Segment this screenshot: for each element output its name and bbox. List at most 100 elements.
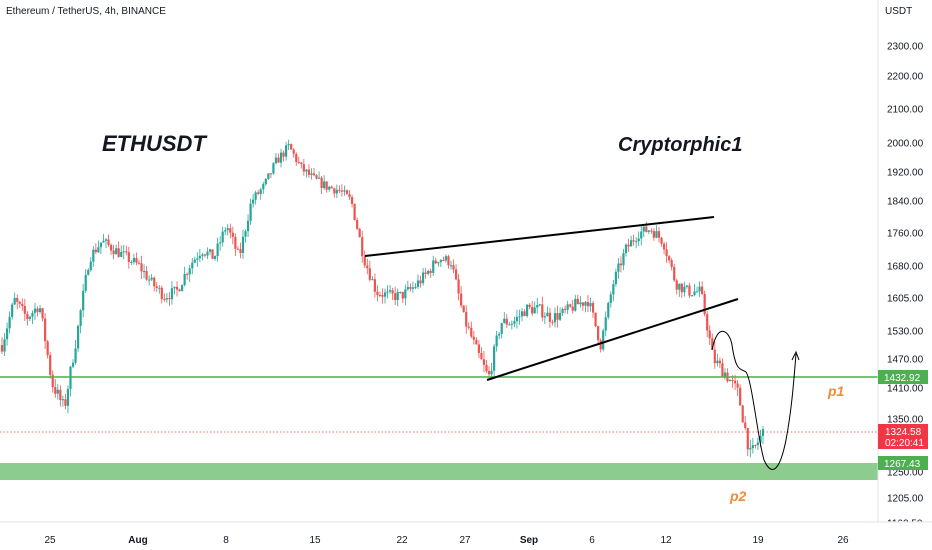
- candle-body: [5, 328, 9, 340]
- chart-title: ETHUSDT: [102, 131, 207, 156]
- current-price-tag: [878, 424, 928, 449]
- candle-body: [241, 236, 245, 254]
- price-tick-label: 1205.00: [887, 494, 924, 505]
- candle-body: [754, 445, 757, 447]
- time-tick-label: 25: [44, 535, 56, 546]
- candle-body: [553, 313, 557, 323]
- candle-body: [71, 362, 75, 367]
- candle-body: [635, 241, 638, 243]
- candle-body: [690, 295, 694, 297]
- candle-body: [79, 310, 82, 326]
- candle-body: [312, 173, 316, 176]
- candle-body: [381, 295, 384, 297]
- candle-body: [449, 265, 453, 267]
- price-tick-label: 1410.00: [887, 384, 924, 395]
- candle-body: [279, 152, 283, 163]
- candle-body: [525, 304, 529, 317]
- candle-body: [591, 303, 595, 313]
- candle-body: [153, 277, 156, 287]
- candle-body: [350, 197, 354, 204]
- candle-body: [142, 271, 146, 273]
- candle-body: [348, 194, 351, 198]
- candle-body: [467, 326, 470, 328]
- candle-body: [168, 298, 171, 300]
- candle-body: [338, 189, 341, 191]
- candle-body: [328, 186, 331, 190]
- candle-body: [637, 238, 640, 242]
- candle-body: [490, 370, 493, 375]
- time-axis-panel[interactable]: [0, 522, 932, 550]
- candle-body: [371, 279, 374, 281]
- candle-body: [404, 289, 407, 299]
- candle-body: [345, 190, 349, 195]
- candle-body: [571, 306, 574, 311]
- candle-body: [662, 243, 666, 250]
- candle-body: [104, 239, 108, 241]
- candle-body: [383, 292, 387, 297]
- upper-trendline-left: [364, 216, 715, 257]
- candle-body: [64, 399, 67, 406]
- candle-body: [389, 290, 392, 292]
- candle-body: [629, 240, 633, 247]
- candle-body: [120, 251, 123, 257]
- candle-body: [429, 270, 432, 273]
- time-tick-label: 8: [223, 535, 229, 546]
- lower-trendline: [486, 298, 739, 381]
- candle-body: [363, 256, 366, 266]
- candle-body: [224, 230, 227, 232]
- candle-body: [183, 273, 186, 286]
- candle-body: [655, 231, 658, 238]
- candle-body: [186, 273, 189, 275]
- price-tick-label: 1350.00: [887, 415, 924, 426]
- candle-body: [295, 153, 298, 162]
- candle-body: [609, 294, 612, 303]
- candle-body: [285, 145, 288, 157]
- candle-body: [759, 435, 762, 443]
- support-zone: [0, 463, 878, 480]
- candle-body: [454, 269, 458, 280]
- time-tick-label: Aug: [128, 535, 147, 546]
- candle-body: [470, 327, 473, 337]
- candle-body: [84, 274, 87, 291]
- candle-body: [505, 318, 508, 325]
- candle-body: [650, 230, 653, 232]
- p1-label: p1: [827, 383, 845, 399]
- candle-body: [614, 271, 617, 285]
- candle-body: [300, 162, 303, 165]
- candle-body: [148, 279, 151, 281]
- candle-body: [409, 286, 412, 289]
- candle-body: [487, 371, 491, 375]
- candle-body: [61, 399, 64, 401]
- candle-body: [546, 312, 549, 317]
- candle-body: [77, 325, 80, 349]
- candle-body: [219, 242, 222, 244]
- candle-body: [145, 271, 148, 280]
- candle-body: [236, 248, 240, 250]
- candle-body: [612, 284, 615, 295]
- candle-body: [259, 189, 262, 194]
- candle-body: [239, 249, 242, 254]
- candle-body: [0, 345, 4, 352]
- price-tick-label: 1470.00: [887, 355, 924, 366]
- candle-body: [574, 298, 577, 311]
- candle-body: [465, 311, 468, 327]
- candle-body: [708, 330, 711, 339]
- candle-body: [221, 231, 224, 243]
- candle-body: [711, 338, 714, 350]
- candle-body: [564, 308, 567, 310]
- candle-body: [234, 236, 237, 249]
- candle-body: [231, 232, 234, 237]
- candle-body: [87, 269, 90, 275]
- candle-body: [482, 359, 486, 365]
- candle-body: [665, 249, 668, 257]
- candle-body: [746, 428, 749, 450]
- projection-arrow: [791, 350, 800, 361]
- candle-body: [756, 442, 760, 446]
- time-tick-label: 26: [837, 535, 849, 546]
- candle-body: [125, 251, 128, 253]
- candle-body: [21, 303, 24, 307]
- candle-body: [607, 302, 610, 318]
- candle-body: [249, 203, 252, 221]
- candle-body: [541, 304, 544, 318]
